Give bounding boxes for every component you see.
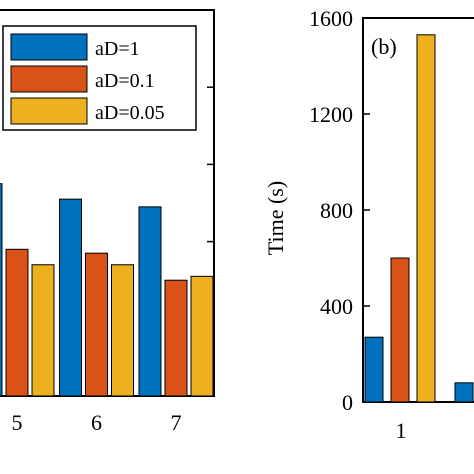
- panel-a-bar-1-0: [5, 248, 29, 397]
- panel-b-y-tick-label-4: 1600: [309, 6, 353, 31]
- panel-a-bar-2-0: [31, 264, 55, 397]
- panel-b: 04008001200160012(b)Time (s): [263, 6, 474, 443]
- legend-label-2: aD=0.05: [95, 102, 165, 124]
- panel-b-bar-0-0: [364, 336, 384, 403]
- legend-swatch-0: [10, 33, 88, 61]
- panel-a-x-tick-label-1: 6: [91, 410, 102, 435]
- legend: aD=1 aD=0.1 aD=0.05: [2, 25, 197, 131]
- legend-label-1: aD=0.1: [95, 70, 155, 92]
- panel-a-bar-0-1: [59, 198, 82, 397]
- panel-b-label: (b): [371, 34, 397, 59]
- panel-a-x-tick-label-0: 5: [12, 410, 23, 435]
- legend-swatch-2: [10, 97, 88, 125]
- panel-b-bar-2-0: [416, 34, 436, 403]
- legend-swatch-1: [10, 65, 88, 93]
- panel-b-y-tick-label-0: 0: [342, 390, 353, 415]
- panel-a-bar-1-2: [164, 279, 188, 397]
- panel-a-bar-0-2: [138, 206, 162, 397]
- panel-b-bar-0-1: [454, 382, 474, 403]
- panel-a: 5 6 7 aD=1 aD=0.1 aD=0.05: [0, 9, 215, 435]
- panel-a-x-tick-label-2: 7: [171, 410, 182, 435]
- panel-b-y-tick-label-2: 800: [320, 198, 353, 223]
- panel-b-y-tick-label-3: 1200: [309, 102, 353, 127]
- legend-label-0: aD=1: [95, 38, 140, 60]
- panel-b-bar-1-0: [390, 257, 410, 403]
- panel-a-bar-2-2: [190, 275, 214, 397]
- panel-a-partial-bar-0: [0, 183, 3, 397]
- panel-b-y-tick-label-1: 400: [320, 294, 353, 319]
- panel-a-bar-2-1: [111, 264, 134, 397]
- panel-a-bar-1-1: [85, 252, 108, 397]
- panel-b-y-axis-label: Time (s): [263, 181, 288, 255]
- panel-b-x-tick-label-0: 1: [396, 418, 407, 443]
